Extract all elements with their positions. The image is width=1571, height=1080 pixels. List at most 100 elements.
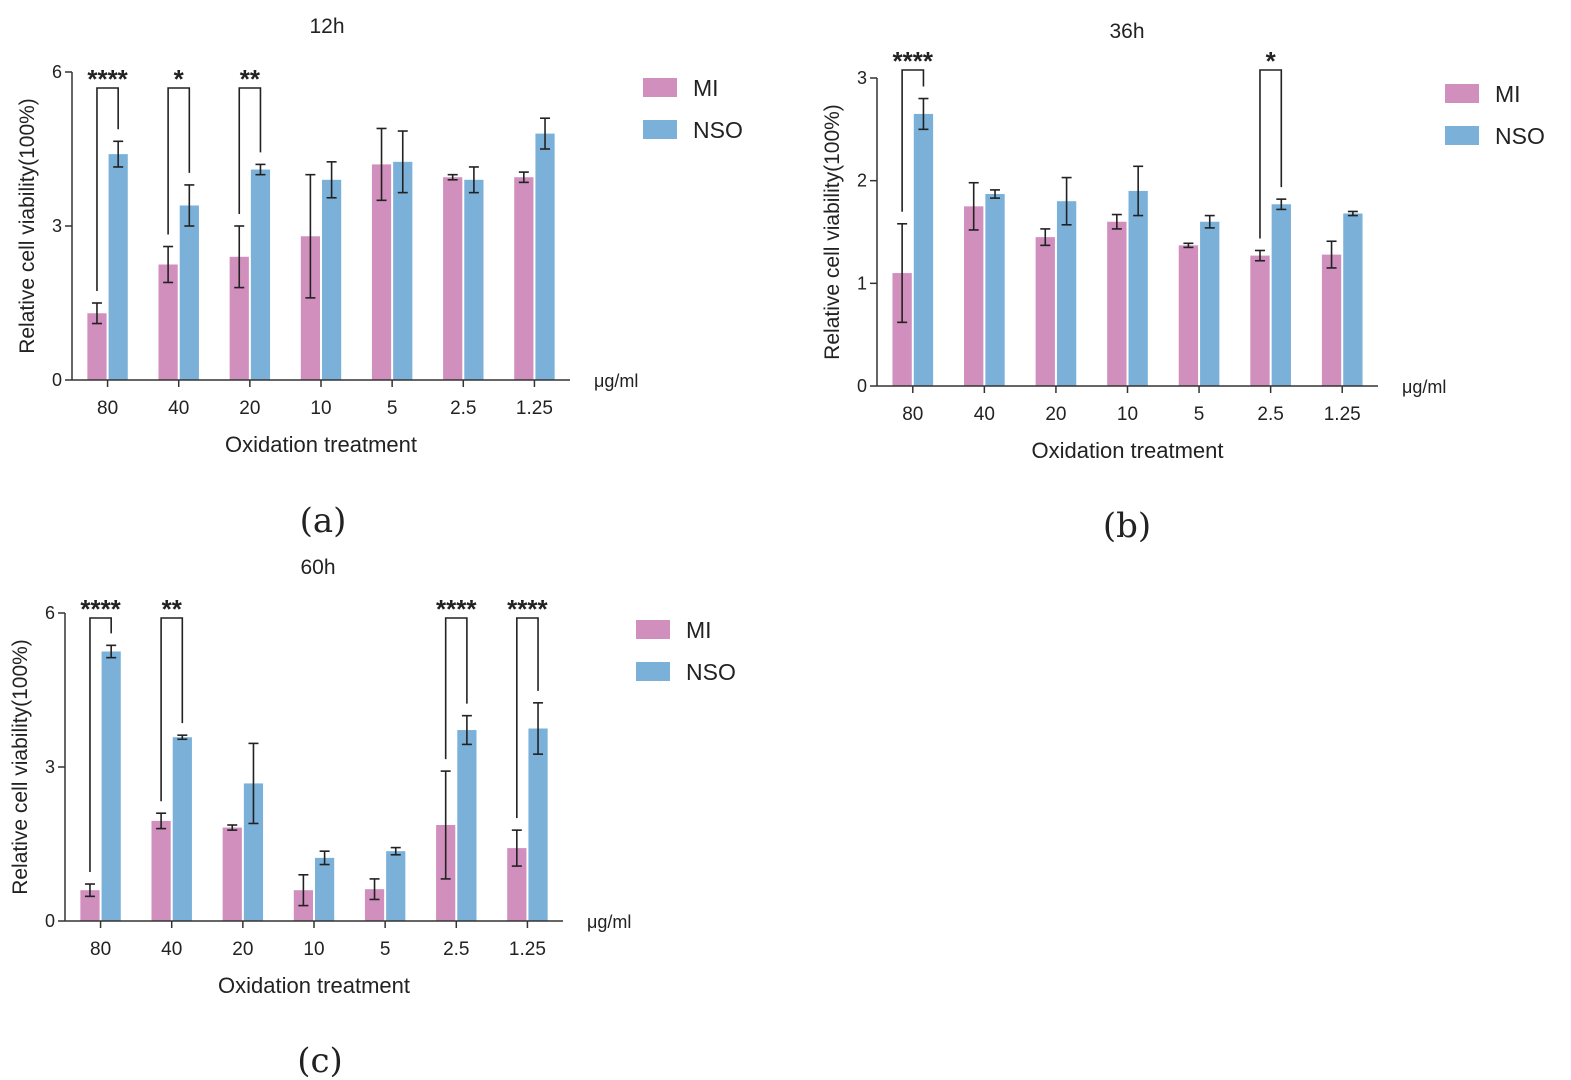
x-tick-label: 2.5 [450,398,476,419]
panel-caption: (b) [1103,506,1151,546]
x-tick-label: 1.25 [1324,404,1361,425]
bar-nso-1.25 [528,729,547,922]
bar-nso-5 [393,162,412,380]
bar-nso-10 [315,858,334,921]
significance-label: **** [893,46,934,76]
x-tick-label: 10 [303,939,324,960]
bar-nso-40 [985,194,1004,386]
x-tick-label: 10 [310,398,331,419]
significance-label: **** [87,64,128,94]
legend-label-nso: NSO [693,117,743,143]
unit-label: μg/ml [594,371,638,391]
bar-mi-40 [964,206,983,386]
y-tick-label: 1 [857,273,867,293]
y-tick-label: 0 [45,911,55,931]
bar-mi-2.5 [443,177,462,380]
x-tick-label: 40 [161,939,182,960]
bar-nso-40 [173,737,192,921]
chart-panel-2: 36h 0 1 2 3 80 40 20 10 5 2.5 1.25 μg/ml Oxidation tr… [821,20,1545,546]
significance-label: **** [80,594,121,624]
x-tick-label: 40 [168,398,189,419]
x-axis-label: Oxidation treatment [1032,438,1224,463]
chart-title: 12h [309,15,344,38]
bar-mi-5 [1179,245,1198,386]
x-tick-label: 1.25 [509,939,546,960]
figure-canvas: 12h03680 40 20 10 5 2.5 1.25μg/mlOxidation tre… [0,0,1571,1080]
bar-nso-20 [1057,201,1076,386]
bar-nso-80 [102,652,121,922]
y-tick-label: 3 [45,757,55,777]
x-tick-label: 2.5 [1257,404,1283,425]
y-tick-label: 0 [52,370,62,390]
significance-label: **** [436,594,477,624]
bar-nso-20 [251,170,270,380]
panel-caption: (c) [297,1041,343,1080]
significance-label: ** [162,594,183,624]
legend-swatch-mi [636,620,670,639]
y-tick-label: 3 [52,216,62,236]
x-tick-label: 5 [387,398,398,419]
x-tick-label: 40 [974,404,995,425]
x-tick-label: 20 [1045,404,1066,425]
bar-nso-2.5 [457,730,476,921]
bar-nso-1.25 [535,134,554,380]
x-tick-label: 5 [1194,404,1205,425]
y-axis-label: Relative cell viability(100%) [821,104,844,360]
chart-panel-3: 60h 0 3 6 80 40 20 10 5 2.5 1.25 μg/ml Oxidation tre… [9,556,736,1080]
bar-mi-1.25 [1322,255,1341,386]
bar-mi-20 [1036,237,1055,386]
chart-panel-1: 12h 0 3 6 80 40 20 10 5 2.5 1.25 μg/ml Oxidation tre… [16,15,743,541]
legend-label-mi: MI [693,75,719,101]
bar-nso-2.5 [464,180,483,380]
y-tick-label: 0 [857,376,867,396]
x-tick-label: 10 [1117,404,1138,425]
legend-label-mi: MI [1495,81,1521,107]
y-axis-label: Relative cell viability(100%) [16,98,39,354]
bar-mi-2.5 [1250,256,1269,386]
legend-swatch-mi [643,78,677,97]
significance-label: ** [240,64,261,94]
x-tick-label: 20 [232,939,253,960]
unit-label: μg/ml [587,912,631,932]
significance-label: **** [507,594,548,624]
significance-label: * [174,64,185,94]
panel-caption: (a) [300,501,347,541]
bar-mi-20 [223,828,242,921]
bar-nso-40 [180,205,199,380]
chart-title: 36h [1109,20,1144,43]
bar-nso-5 [1200,222,1219,386]
legend-label-nso: NSO [1495,123,1545,149]
x-tick-label: 2.5 [443,939,469,960]
bar-nso-10 [1129,191,1148,386]
x-axis-label: Oxidation treatment [218,973,410,998]
bar-mi-1.25 [514,177,533,380]
unit-label: μg/ml [1402,377,1446,397]
bar-nso-1.25 [1343,214,1362,386]
chart-title: 60h [300,556,335,579]
legend-swatch-nso [636,662,670,681]
legend-swatch-nso [1445,126,1479,145]
x-axis-label: Oxidation treatment [225,432,417,457]
x-tick-label: 20 [239,398,260,419]
x-tick-label: 80 [902,404,923,425]
bar-mi-10 [1107,222,1126,386]
legend-label-mi: MI [686,617,712,643]
bar-nso-5 [386,851,405,921]
y-tick-label: 6 [45,603,55,623]
bar-nso-80 [109,154,128,380]
legend-swatch-mi [1445,84,1479,103]
legend-swatch-nso [643,120,677,139]
significance-label: * [1266,46,1277,76]
bar-nso-10 [322,180,341,380]
legend-label-nso: NSO [686,659,736,685]
x-tick-label: 5 [380,939,391,960]
y-tick-label: 2 [857,171,867,191]
x-tick-label: 1.25 [516,398,553,419]
y-tick-label: 3 [857,68,867,88]
x-tick-label: 80 [90,939,111,960]
y-axis-label: Relative cell viability(100%) [9,639,32,895]
y-tick-label: 6 [52,62,62,82]
x-tick-label: 80 [97,398,118,419]
bar-nso-2.5 [1272,204,1291,386]
bar-mi-40 [152,821,171,921]
